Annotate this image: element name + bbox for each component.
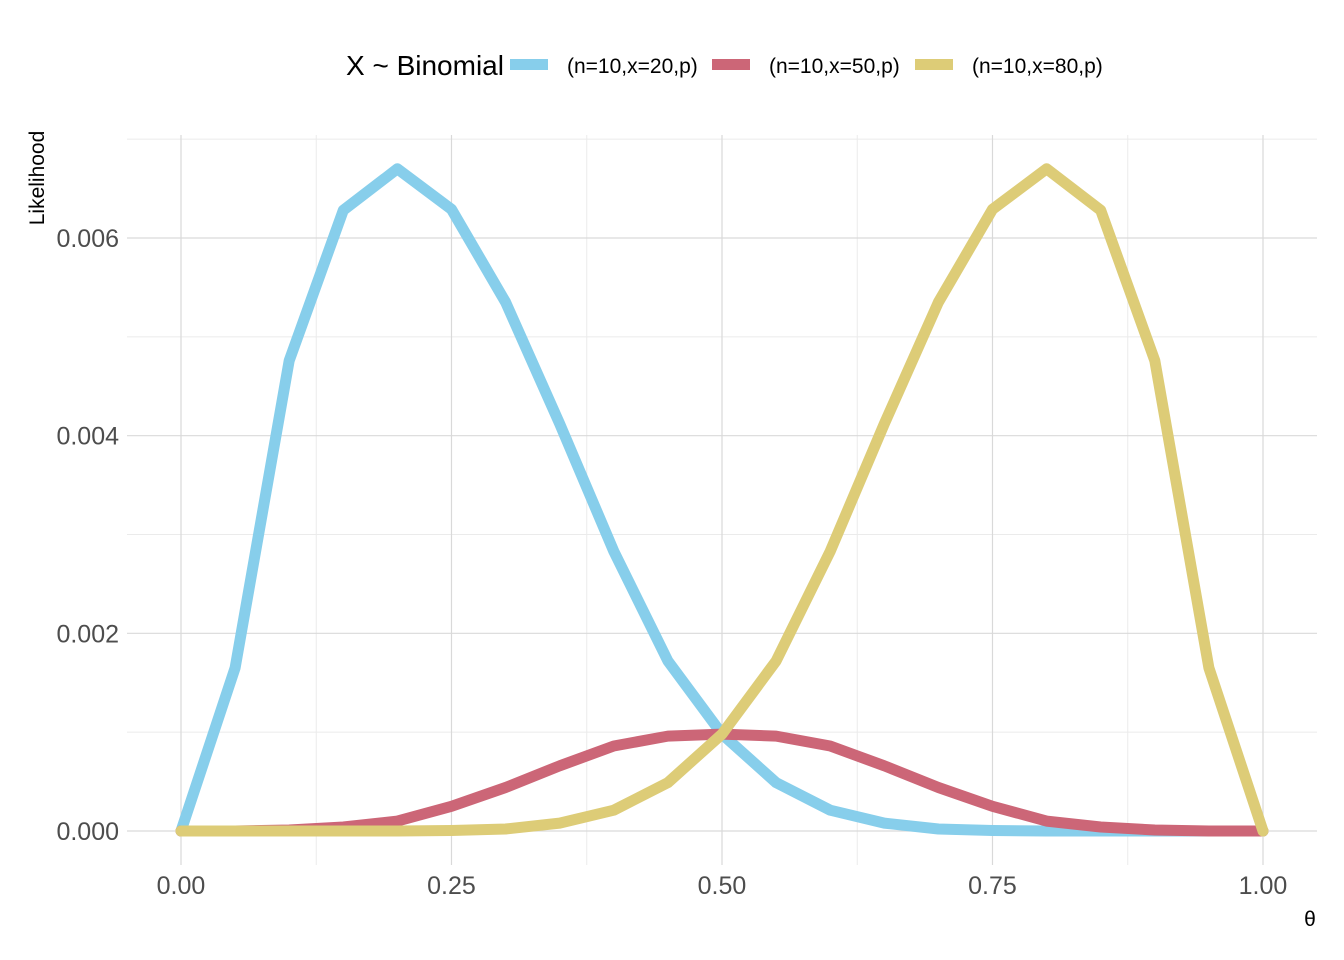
legend-label-1: (n=10,x=20,p) [567, 55, 698, 78]
legend-title: X ~ Binomial [346, 50, 504, 81]
x-axis-title: θ [1304, 908, 1316, 931]
y-tick-label: 0.000 [56, 818, 119, 846]
grid-major [127, 135, 1317, 865]
x-tick-label: 0.75 [968, 872, 1017, 900]
x-tick-label: 1.00 [1239, 872, 1288, 900]
x-axis-ticks: 0.00 0.25 0.50 0.75 1.00 [157, 872, 1288, 900]
series-layer [175, 163, 1269, 837]
legend-label-2: (n=10,x=50,p) [769, 55, 900, 78]
y-axis-ticks: 0.000 0.002 0.004 0.006 [56, 225, 119, 846]
legend-key-1 [510, 59, 548, 70]
y-tick-label: 0.006 [56, 225, 119, 253]
y-tick-label: 0.004 [56, 423, 119, 451]
x-tick-label: 0.00 [157, 872, 206, 900]
x-tick-label: 0.50 [698, 872, 747, 900]
y-tick-label: 0.002 [56, 620, 119, 648]
y-axis-title: Likelihood [26, 131, 49, 226]
legend-key-2 [712, 59, 750, 70]
legend-label-3: (n=10,x=80,p) [972, 55, 1103, 78]
legend: X ~ Binomial (n=10,x=20,p) (n=10,x=50,p) (… [346, 50, 1103, 81]
series-line-3 [175, 163, 1269, 837]
legend-key-3 [915, 59, 953, 70]
x-tick-label: 0.25 [427, 872, 476, 900]
